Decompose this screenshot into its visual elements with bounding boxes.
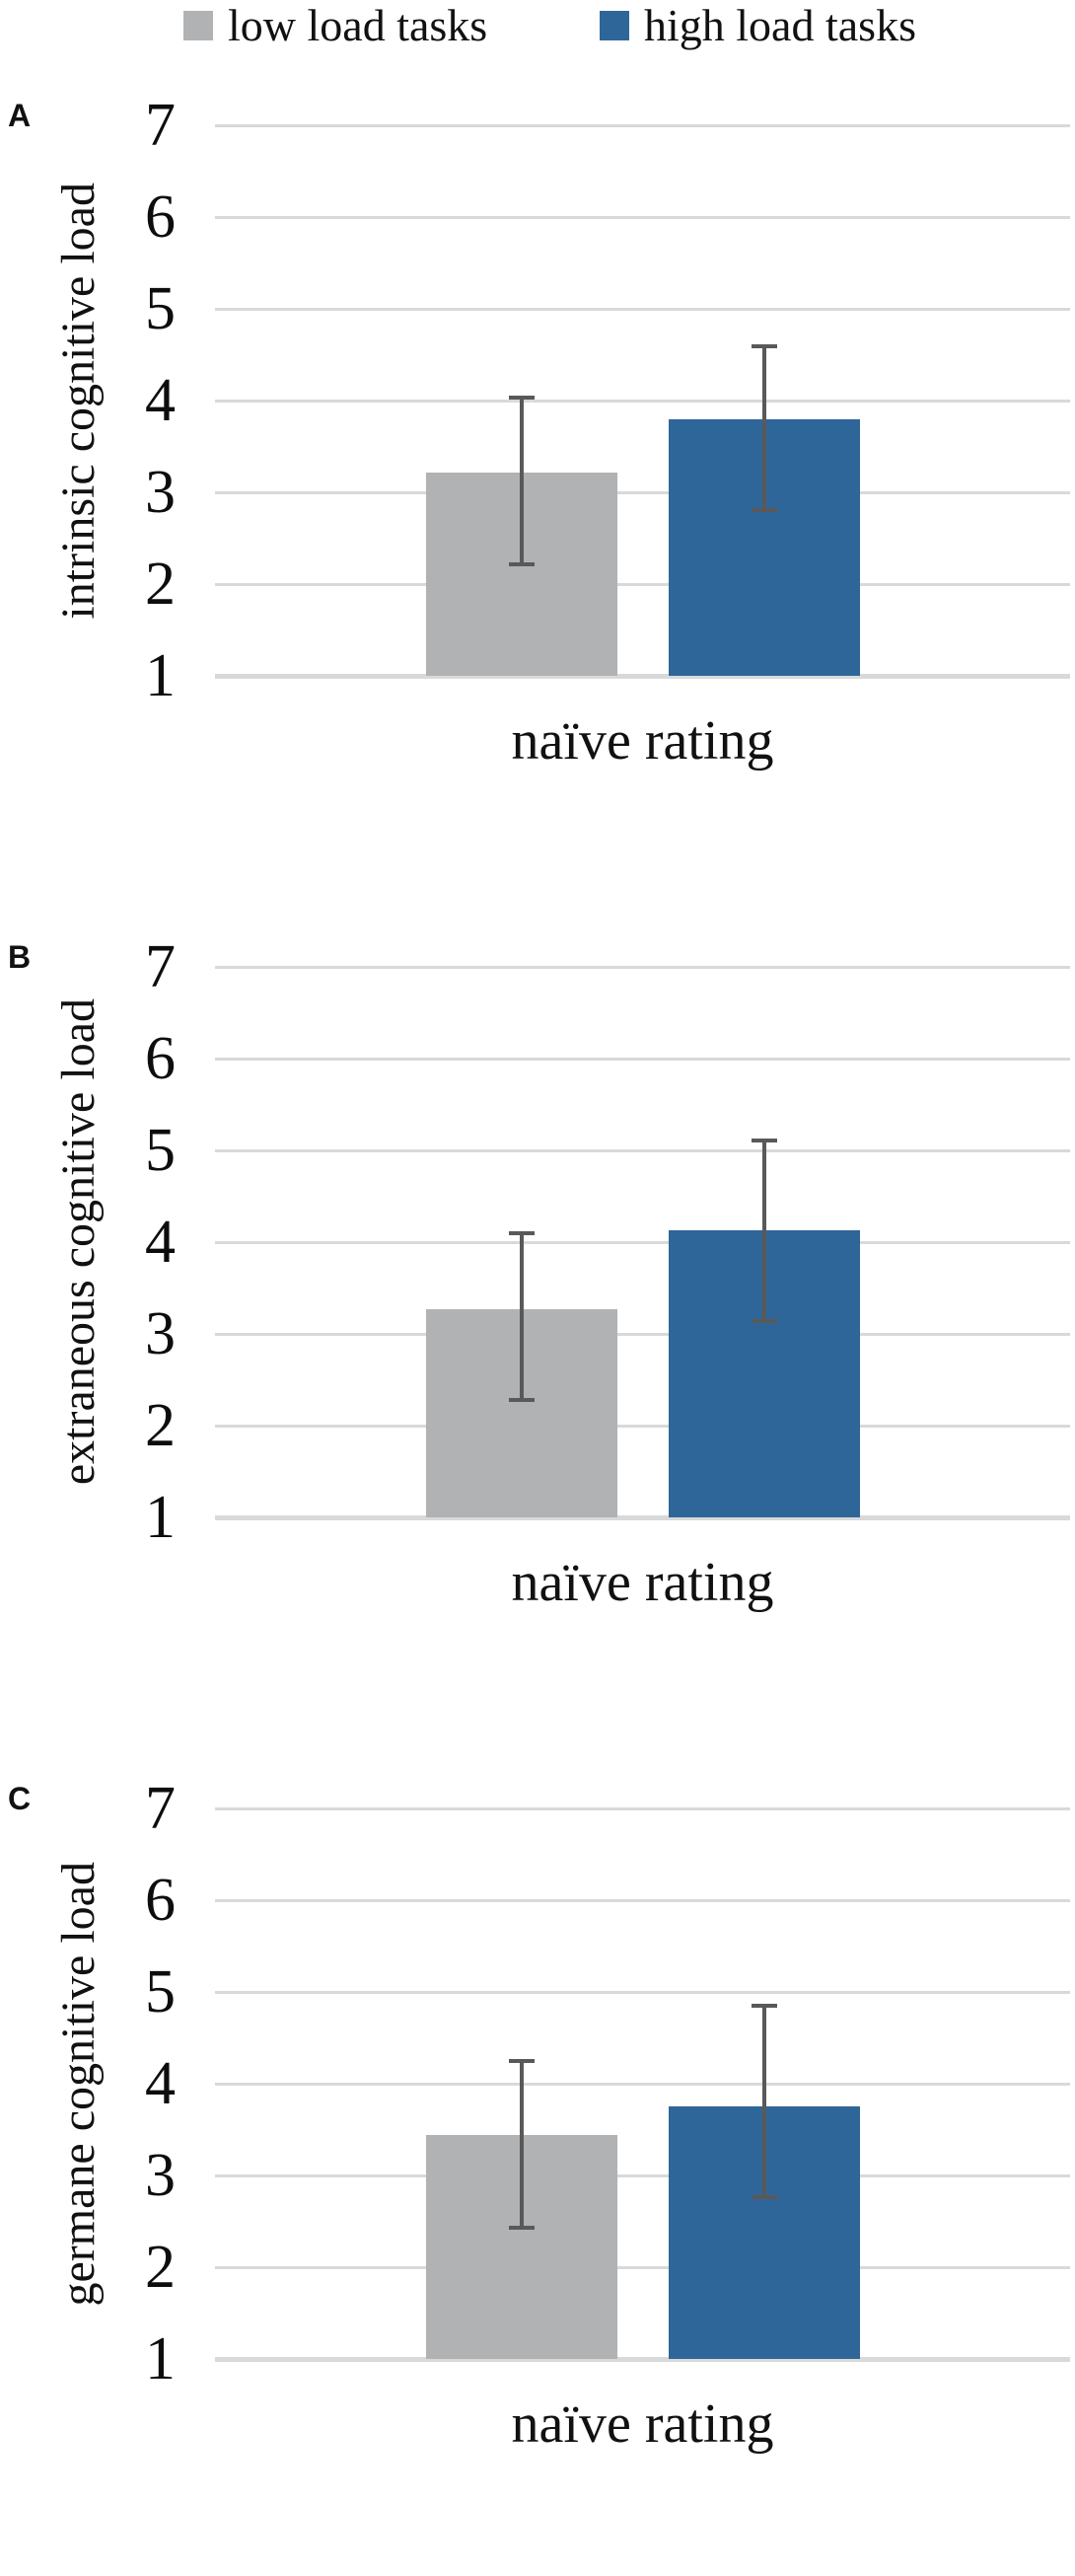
legend-swatch-high-icon	[600, 11, 629, 40]
gridline	[215, 491, 1070, 494]
legend: low load tasks high load tasks	[0, 0, 1075, 54]
y-tick-label: 4	[145, 367, 176, 434]
error-bar-low-load	[520, 398, 524, 564]
y-tick-label: 7	[145, 933, 176, 1000]
x-axis-line	[215, 674, 1070, 679]
error-bar-low-load	[520, 1232, 524, 1400]
chart-panel-c: C germane cognitive load 1 2 3 4 5 6 7 naïve r…	[0, 1737, 1075, 2576]
y-tick-label: 4	[145, 2050, 176, 2117]
gridline	[215, 400, 1070, 403]
y-axis-title: extraneous cognitive load	[52, 998, 105, 1486]
error-bar-high-load	[762, 1140, 766, 1321]
plot-area: 1 2 3 4 5 6 7	[145, 95, 1070, 706]
y-tick-label: 1	[145, 642, 176, 709]
error-cap-bottom	[509, 561, 535, 566]
y-tick-label: 1	[145, 1484, 176, 1551]
gridline	[215, 216, 1070, 219]
error-bar-high-load	[762, 346, 766, 510]
gridline	[215, 1241, 1070, 1244]
gridline	[215, 1425, 1070, 1428]
y-tick-label: 4	[145, 1209, 176, 1276]
plot-area: 1 2 3 4 5 6 7	[145, 936, 1070, 1548]
y-tick-label: 5	[145, 275, 176, 342]
gridline	[215, 2266, 1070, 2269]
y-tick-label: 5	[145, 1958, 176, 2025]
gridline	[215, 1058, 1070, 1061]
y-tick-label: 3	[145, 2142, 176, 2209]
gridline	[215, 2174, 1070, 2177]
gridline	[215, 1333, 1070, 1336]
panel-letter-b: B	[8, 939, 32, 975]
gridline	[215, 1807, 1070, 1810]
y-tick-label: 7	[145, 1775, 176, 1842]
chart-panel-b: B extraneous cognitive load 1 2 3 4 5 6 7 naïv…	[0, 896, 1075, 1734]
error-cap-bottom	[752, 507, 777, 512]
plot-area: 1 2 3 4 5 6 7	[145, 1778, 1070, 2390]
y-tick-label: 6	[145, 1867, 176, 1934]
error-bar-low-load	[520, 2060, 524, 2228]
panel-letter-c: C	[8, 1781, 32, 1816]
y-tick-label: 2	[145, 1392, 176, 1459]
gridline	[215, 124, 1070, 127]
y-tick-label: 2	[145, 2234, 176, 2301]
error-cap-top	[509, 396, 535, 401]
x-axis-label: naïve rating	[511, 2393, 774, 2455]
legend-label-high: high load tasks	[644, 0, 916, 50]
error-cap-top	[509, 1230, 535, 1235]
error-cap-top	[752, 1138, 777, 1142]
panel-letter-a: A	[8, 98, 32, 133]
legend-item-low-load: low load tasks	[183, 2, 487, 49]
y-tick-label: 6	[145, 1025, 176, 1092]
y-axis-title: intrinsic cognitive load	[52, 182, 105, 620]
error-cap-bottom	[752, 1318, 777, 1323]
y-tick-label: 5	[145, 1117, 176, 1184]
x-axis-line	[215, 1515, 1070, 1520]
gridline	[215, 1899, 1070, 1902]
legend-swatch-low-icon	[183, 11, 213, 40]
chart-panel-a: A intrinsic cognitive load 1 2 3 4 5 6 7 naïve…	[0, 54, 1075, 893]
error-cap-bottom	[509, 2226, 535, 2230]
error-cap-bottom	[752, 2195, 777, 2200]
error-bar-high-load	[762, 2005, 766, 2198]
legend-item-high-load: high load tasks	[600, 2, 916, 49]
gridline	[215, 1149, 1070, 1152]
y-tick-label: 6	[145, 184, 176, 251]
gridline	[215, 1991, 1070, 1994]
gridline	[215, 583, 1070, 586]
x-axis-line	[215, 2357, 1070, 2362]
y-tick-label: 3	[145, 459, 176, 526]
y-tick-label: 2	[145, 551, 176, 618]
x-axis-label: naïve rating	[511, 1552, 774, 1613]
error-cap-bottom	[509, 1397, 535, 1402]
gridline	[215, 966, 1070, 969]
x-axis-label: naïve rating	[511, 710, 774, 772]
y-tick-label: 3	[145, 1300, 176, 1367]
gridline	[215, 308, 1070, 311]
error-cap-top	[752, 344, 777, 349]
error-cap-top	[509, 2058, 535, 2063]
legend-label-low: low load tasks	[228, 0, 488, 50]
gridline	[215, 2083, 1070, 2086]
y-tick-label: 1	[145, 2325, 176, 2392]
y-axis-title: germane cognitive load	[52, 1861, 105, 2307]
y-tick-label: 7	[145, 92, 176, 159]
error-cap-top	[752, 2003, 777, 2008]
